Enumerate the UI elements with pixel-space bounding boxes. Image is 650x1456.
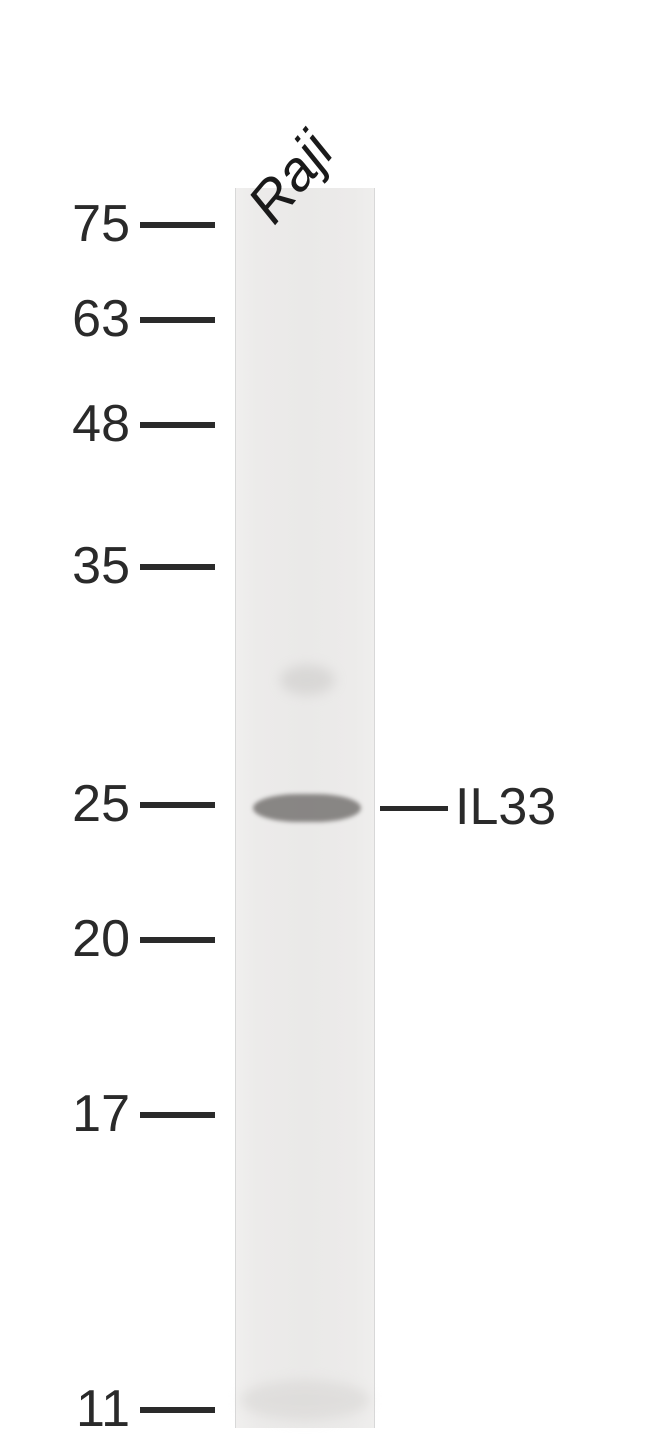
band-annotation-label: IL33 bbox=[455, 777, 556, 837]
mw-marker-label: 63 bbox=[0, 289, 130, 349]
lane-smudge bbox=[280, 665, 335, 695]
mw-marker-tick bbox=[140, 564, 215, 570]
band-annotation-tick bbox=[380, 806, 448, 811]
mw-marker-label: 17 bbox=[0, 1084, 130, 1144]
mw-marker-tick bbox=[140, 937, 215, 943]
western-blot-figure: Raji 7563483525201711 IL33 bbox=[0, 0, 650, 1456]
lane-smudge bbox=[240, 1380, 370, 1420]
mw-marker-label: 75 bbox=[0, 194, 130, 254]
mw-marker-label: 35 bbox=[0, 536, 130, 596]
mw-marker-tick bbox=[140, 317, 215, 323]
mw-marker-label: 48 bbox=[0, 394, 130, 454]
mw-marker-label: 11 bbox=[0, 1379, 130, 1439]
protein-band bbox=[253, 794, 361, 822]
mw-marker-tick bbox=[140, 1407, 215, 1413]
mw-marker-label: 25 bbox=[0, 774, 130, 834]
mw-marker-tick bbox=[140, 802, 215, 808]
mw-marker-label: 20 bbox=[0, 909, 130, 969]
mw-marker-tick bbox=[140, 222, 215, 228]
mw-marker-tick bbox=[140, 422, 215, 428]
mw-marker-tick bbox=[140, 1112, 215, 1118]
